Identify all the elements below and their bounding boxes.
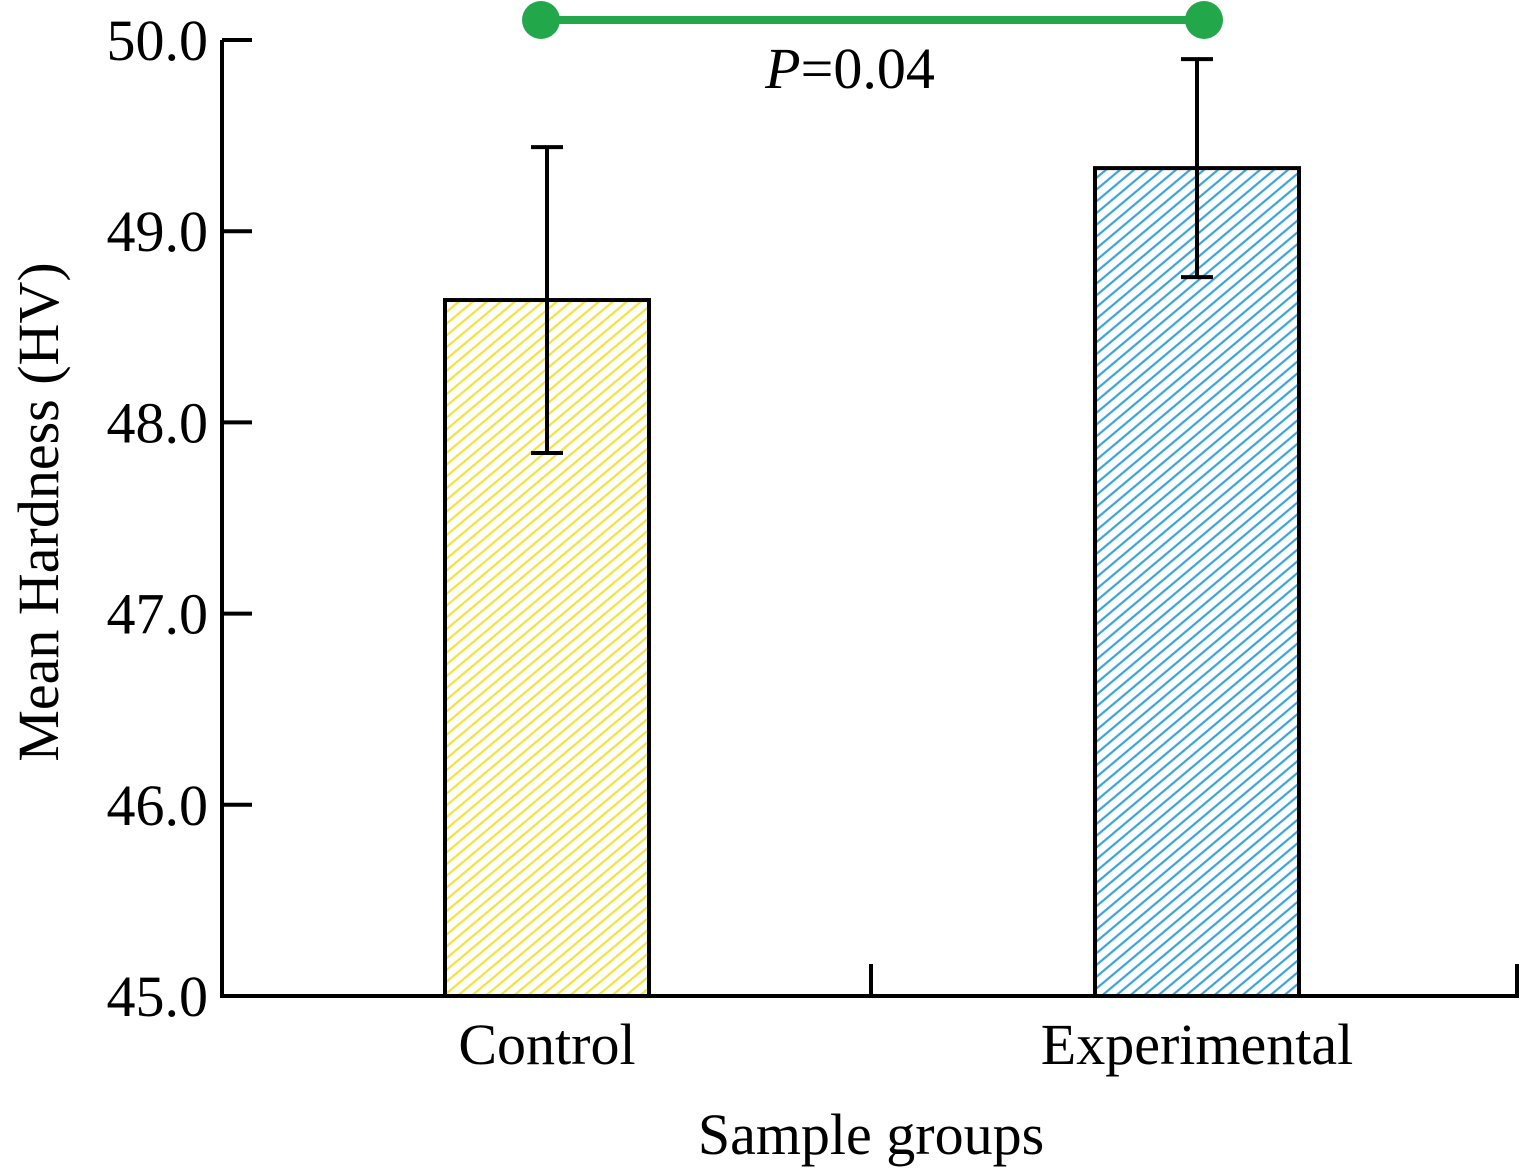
p-value: 0.04 (833, 36, 935, 101)
significance-annotation: P=0.04 (522, 1, 1223, 101)
y-tick-label: 49.0 (107, 199, 209, 264)
y-tick-label: 47.0 (107, 582, 209, 647)
category-label-experimental: Experimental (1041, 1012, 1353, 1077)
y-tick-label: 46.0 (107, 773, 209, 838)
y-tick-group: 45.0 46.0 47.0 48.0 49.0 50.0 (107, 8, 253, 1029)
significance-dot-left (522, 1, 560, 39)
category-label-control: Control (458, 1012, 635, 1077)
bar-chart: 45.0 46.0 47.0 48.0 49.0 50.0 Control Experim… (0, 0, 1521, 1176)
significance-dot-right (1185, 1, 1223, 39)
y-tick-label: 50.0 (107, 8, 209, 73)
x-axis-title: Sample groups (698, 1102, 1044, 1167)
bar-experimental (1095, 168, 1299, 996)
y-tick-label: 48.0 (107, 390, 209, 455)
p-relation: = (801, 36, 834, 101)
p-value-label: P=0.04 (764, 36, 935, 101)
bar-group (445, 168, 1299, 996)
y-tick-label: 45.0 (107, 964, 209, 1029)
y-axis-title: Mean Hardness (HV) (6, 262, 71, 761)
p-symbol: P (764, 36, 800, 101)
